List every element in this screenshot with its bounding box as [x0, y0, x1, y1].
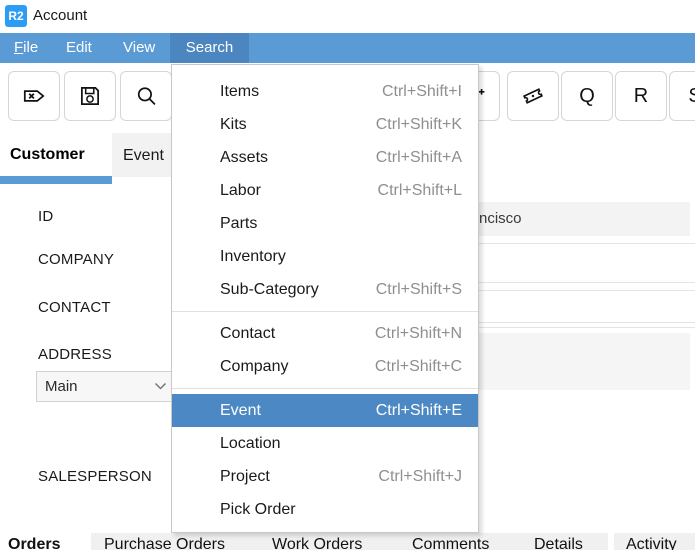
menu-item-shortcut: Ctrl+Shift+E — [375, 401, 462, 419]
menu-item-label: Kits — [220, 115, 247, 133]
field-divider — [479, 327, 695, 328]
tab-work-orders[interactable]: Work Orders — [272, 536, 363, 550]
search-button[interactable] — [120, 71, 172, 121]
menu-item-contact[interactable]: Contact Ctrl+Shift+N — [172, 317, 478, 350]
menu-item-shortcut: Ctrl+Shift+L — [377, 181, 462, 199]
tab-customer[interactable]: Customer — [10, 146, 85, 163]
menu-item-label: Parts — [220, 214, 258, 232]
active-tab-indicator — [0, 176, 112, 184]
tab-purchase-orders[interactable]: Purchase Orders — [104, 536, 225, 550]
menu-item-label: Location — [220, 434, 281, 452]
address-type-value: Main — [45, 378, 78, 395]
app-logo-icon: R2 — [5, 5, 27, 27]
r-button-label: R — [633, 84, 649, 107]
menu-item-label: Labor — [220, 181, 261, 199]
menu-item-shortcut: Ctrl+Shift+N — [374, 324, 462, 342]
cancel-tag-button[interactable] — [8, 71, 60, 121]
menu-search[interactable]: Search — [170, 33, 249, 63]
menu-bar: File Edit View Search — [0, 33, 695, 63]
menu-item-label: Sub-Category — [220, 280, 319, 298]
tab-orders[interactable]: Orders — [8, 536, 61, 550]
menu-item-pick-order[interactable]: Pick Order — [172, 493, 478, 526]
menu-item-label: Project — [220, 467, 270, 485]
id-label: ID — [38, 208, 54, 225]
menu-item-items[interactable]: Items Ctrl+Shift+I — [172, 75, 478, 108]
menu-item-inventory[interactable]: Inventory — [172, 240, 478, 273]
tab-event[interactable]: Event — [123, 147, 164, 164]
menu-item-label: Company — [220, 357, 289, 375]
menu-separator — [172, 388, 478, 389]
bottom-tabstrip-background — [614, 533, 695, 550]
menu-item-label: Contact — [220, 324, 276, 342]
title-bar: R2 Account — [0, 0, 695, 33]
tab-comments[interactable]: Comments — [412, 536, 490, 550]
menu-separator — [172, 311, 478, 312]
menu-item-company[interactable]: Company Ctrl+Shift+C — [172, 350, 478, 383]
menu-edit[interactable]: Edit — [66, 33, 92, 63]
s-button-label: S — [688, 85, 695, 108]
search-dropdown-menu: Items Ctrl+Shift+I Kits Ctrl+Shift+K Ass… — [171, 64, 479, 533]
s-button[interactable]: S — [669, 71, 695, 121]
q-button[interactable]: Q — [561, 71, 613, 121]
field-divider — [479, 290, 695, 291]
field-divider — [479, 282, 695, 283]
tab-details[interactable]: Details — [534, 536, 583, 550]
menu-view-label: View — [123, 39, 156, 56]
menu-item-parts[interactable]: Parts — [172, 207, 478, 240]
menu-file[interactable]: File — [14, 33, 38, 63]
menu-item-labor[interactable]: Labor Ctrl+Shift+L — [172, 174, 478, 207]
menu-edit-label: Edit — [66, 39, 92, 56]
q-button-label: Q — [579, 84, 595, 107]
menu-item-assets[interactable]: Assets Ctrl+Shift+A — [172, 141, 478, 174]
contact-label: CONTACT — [38, 299, 111, 316]
ticket-icon — [520, 83, 546, 109]
menu-file-label: File — [14, 39, 39, 56]
bottom-tabstrip-background — [91, 533, 608, 550]
field-divider — [479, 322, 695, 323]
menu-item-location[interactable]: Location — [172, 427, 478, 460]
address-label: ADDRESS — [38, 346, 112, 363]
id-field[interactable]: ncisco — [479, 202, 690, 236]
menu-item-event[interactable]: Event Ctrl+Shift+E — [172, 394, 478, 427]
r-button[interactable]: R — [615, 71, 667, 121]
company-label: COMPANY — [38, 251, 115, 268]
menu-view[interactable]: View — [123, 33, 155, 63]
chevron-down-icon — [154, 378, 167, 395]
cancel-tag-icon — [21, 83, 47, 109]
field-divider — [479, 243, 695, 244]
salesperson-label: SALESPERSON — [38, 468, 152, 485]
menu-item-label: Items — [220, 82, 260, 100]
menu-item-shortcut: Ctrl+Shift+K — [375, 115, 462, 133]
address-display-field — [479, 333, 690, 390]
menu-item-label: Pick Order — [220, 500, 296, 518]
save-button[interactable] — [64, 71, 116, 121]
menu-item-label: Assets — [220, 148, 269, 166]
menu-item-label: Event — [220, 401, 261, 419]
menu-item-label: Inventory — [220, 247, 286, 265]
address-type-select[interactable]: Main — [36, 371, 176, 402]
tab-event-background — [112, 133, 171, 177]
ticket-button[interactable] — [507, 71, 559, 121]
search-icon — [133, 83, 159, 109]
window-title: Account — [33, 7, 88, 24]
menu-item-shortcut: Ctrl+Shift+C — [374, 357, 462, 375]
menu-item-sub-category[interactable]: Sub-Category Ctrl+Shift+S — [172, 273, 478, 306]
menu-item-shortcut: Ctrl+Shift+I — [381, 82, 462, 100]
menu-item-shortcut: Ctrl+Shift+A — [375, 148, 462, 166]
tab-activity[interactable]: Activity — [626, 536, 677, 550]
menu-item-shortcut: Ctrl+Shift+J — [378, 467, 462, 485]
menu-item-kits[interactable]: Kits Ctrl+Shift+K — [172, 108, 478, 141]
save-icon — [77, 83, 103, 109]
menu-item-project[interactable]: Project Ctrl+Shift+J — [172, 460, 478, 493]
menu-item-shortcut: Ctrl+Shift+S — [375, 280, 462, 298]
menu-search-label: Search — [185, 39, 234, 56]
